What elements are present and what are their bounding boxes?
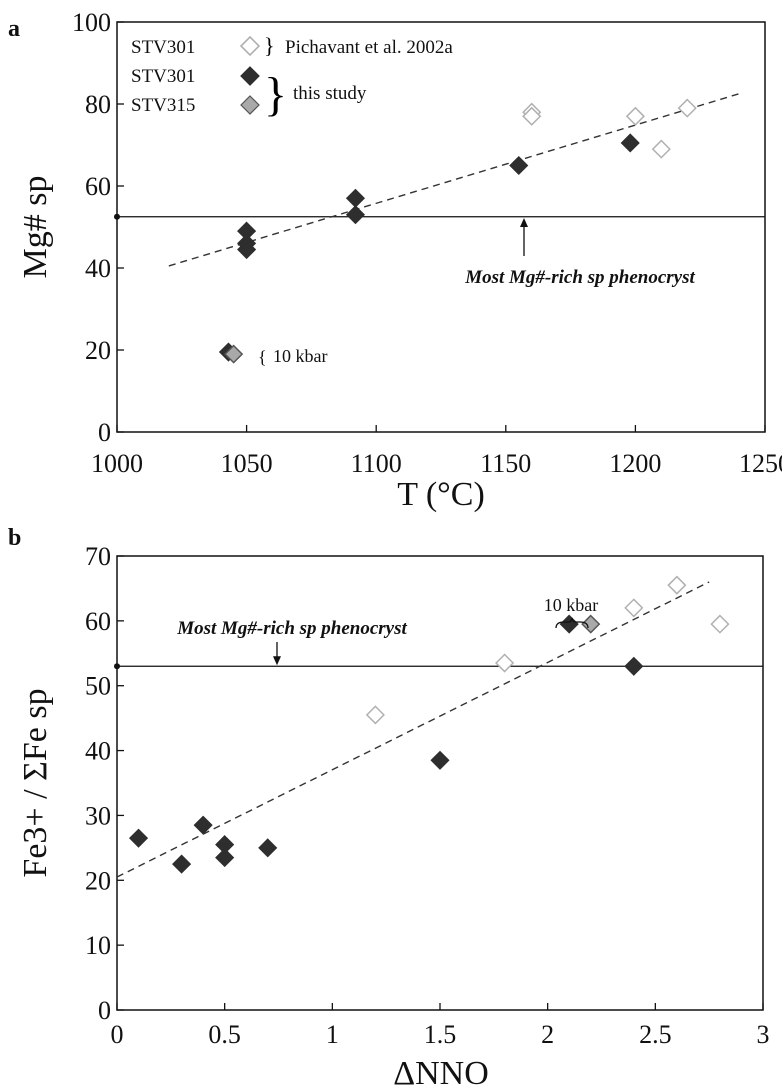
panel-b: b 0 10 20 30 40 50 60 70 0 0.5 1 1.5 2 2.5 3 ΔNNO Fe3…	[8, 525, 770, 1091]
x-tick-label: 1050	[221, 449, 273, 478]
legend-grey-diamond-marker	[240, 95, 260, 115]
y-tick-label: 100	[72, 8, 111, 37]
x-tick-label: 1	[326, 1020, 339, 1049]
y-tick-label: 80	[85, 90, 111, 119]
panel-a-y-ticks: 0 20 40 60 80 100	[72, 8, 124, 447]
x-tick-label: 2.5	[639, 1020, 672, 1049]
panel-a-legend: STV301 STV301 STV315 } Pichavant et al. …	[131, 33, 453, 121]
data-point-open-diamond	[710, 614, 730, 634]
panel-a-phenocryst-label: Most Mg#-rich sp phenocryst	[464, 267, 695, 288]
trend-line	[116, 581, 710, 878]
data-point-open-diamond	[677, 98, 697, 118]
data-point-open-diamond	[625, 106, 645, 126]
trend-line	[168, 93, 740, 267]
data-point-black-diamond	[430, 750, 450, 770]
x-tick-label: 0	[111, 1020, 124, 1049]
data-point-grey-diamond	[581, 614, 601, 634]
panel-b-y-ticks: 0 10 20 30 40 50 60 70	[85, 542, 124, 1025]
x-tick-label: 1250	[739, 449, 782, 478]
data-point-black-diamond	[237, 239, 257, 260]
panel-b-arrowhead	[273, 656, 281, 666]
panel-a-arrowhead	[520, 218, 528, 227]
panel-b-x-ticks: 0 0.5 1 1.5 2 2.5 3	[111, 1003, 770, 1049]
y-tick-label: 60	[85, 172, 111, 201]
panel-a-x-ticks: 1000 1050 1100 1150 1200 1250	[91, 425, 782, 478]
data-point-black-diamond	[128, 828, 149, 848]
x-tick-label: 1100	[351, 449, 402, 478]
data-point-black-diamond	[509, 155, 529, 176]
data-point-black-diamond	[345, 188, 366, 208]
legend-sample-3: STV315	[131, 95, 195, 116]
legend-black-diamond-marker	[240, 66, 260, 86]
legend-this-study-label: this study	[293, 83, 367, 104]
data-point-open-diamond	[667, 575, 687, 595]
y-tick-label: 10	[85, 931, 111, 960]
y-tick-label: 20	[85, 336, 111, 365]
panel-b-label: b	[8, 525, 21, 551]
panel-b-lines	[114, 581, 763, 878]
data-point-black-diamond	[559, 614, 579, 634]
panel-a-y-axis-title: Mg# sp	[17, 176, 54, 279]
x-tick-label: 1.5	[424, 1020, 457, 1049]
y-tick-label: 70	[85, 542, 111, 571]
reference-line-end-dot	[114, 663, 120, 670]
reference-line-end-dot	[114, 213, 120, 220]
data-point-black-diamond	[620, 133, 640, 153]
panel-b-10kbar-brace	[555, 617, 589, 629]
data-point-black-diamond	[345, 205, 366, 225]
panel-a-label: a	[8, 16, 20, 42]
panel-b-x-axis-title: ΔNNO	[393, 1055, 489, 1091]
y-tick-label: 40	[85, 737, 111, 766]
data-point-black-diamond	[258, 838, 278, 858]
y-tick-label: 0	[98, 418, 111, 447]
y-tick-label: 20	[85, 866, 111, 895]
legend-sample-2: STV301	[131, 66, 195, 87]
x-tick-label: 1000	[91, 449, 143, 478]
panel-a-x-axis-title: T (°C)	[397, 476, 485, 513]
legend-sample-1: STV301	[131, 37, 195, 58]
panel-a-10kbar-label: 10 kbar	[273, 346, 327, 366]
y-tick-label: 60	[85, 607, 111, 636]
panel-a-10kbar-brace: {	[258, 347, 267, 367]
legend-pichavant-label: Pichavant et al. 2002a	[285, 37, 453, 58]
legend-brace-small: }	[264, 33, 275, 58]
data-point-open-diamond	[651, 139, 671, 159]
data-point-black-diamond	[193, 815, 213, 835]
data-point-open-diamond	[522, 106, 542, 126]
panel-a-lines	[114, 93, 765, 267]
legend-open-diamond-marker	[239, 35, 261, 57]
x-tick-label: 0.5	[208, 1020, 241, 1049]
data-point-black-diamond	[172, 854, 192, 874]
data-point-black-diamond	[215, 848, 235, 868]
panel-b-phenocryst-label: Most Mg#-rich sp phenocryst	[176, 618, 407, 639]
x-tick-label: 2	[541, 1020, 554, 1049]
data-point-grey-diamond	[224, 344, 244, 364]
x-tick-label: 1150	[480, 449, 531, 478]
y-tick-label: 30	[85, 801, 111, 830]
x-tick-label: 3	[757, 1020, 770, 1049]
y-tick-label: 50	[85, 672, 111, 701]
panel-a-points	[218, 98, 697, 364]
panel-b-points	[128, 575, 730, 874]
data-point-open-diamond	[495, 653, 515, 673]
panel-b-y-axis-title: Fe3+ / ΣFe sp	[17, 688, 54, 877]
data-point-open-diamond	[365, 705, 385, 725]
data-point-open-diamond	[624, 598, 644, 618]
data-point-black-diamond	[624, 656, 644, 676]
x-tick-label: 1200	[609, 449, 661, 478]
panel-b-10kbar-label: 10 kbar	[544, 595, 598, 615]
y-tick-label: 40	[85, 254, 111, 283]
y-tick-label: 0	[98, 996, 111, 1025]
legend-brace-large: }	[264, 68, 287, 121]
panel-a-frame	[116, 21, 766, 433]
